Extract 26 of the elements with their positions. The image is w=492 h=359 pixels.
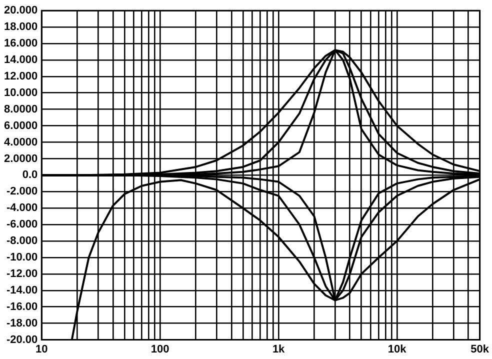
x-tick-label: 100 (150, 343, 170, 356)
y-tick-label: -6.000 (6, 218, 38, 231)
y-tick-label: -12.00 (6, 268, 38, 280)
y-tick-label: -2.000 (6, 186, 38, 198)
x-tick-label: 10k (388, 343, 408, 356)
y-tick-label: 4.0000 (4, 136, 38, 148)
y-tick-label: 2.0000 (4, 152, 38, 165)
y-tick-label: -4.000 (6, 202, 38, 214)
y-tick-label: 6.0000 (4, 120, 38, 132)
y-tick-label: -14.00 (6, 284, 38, 296)
y-tick-label: 16.000 (4, 38, 38, 50)
y-tick-label: -18.00 (6, 317, 38, 330)
y-tick-label: 12.000 (4, 70, 38, 82)
y-tick-label: 14.000 (4, 54, 38, 66)
y-tick-label: -8.000 (6, 235, 38, 248)
y-tick-label: -10.00 (6, 252, 38, 264)
y-tick-label: 18.000 (4, 21, 38, 34)
x-tick-label: 50k (470, 343, 490, 356)
y-tick-label: 0.0 (22, 169, 38, 182)
y-tick-label: 20.000 (4, 4, 38, 17)
y-tick-label: 8.0000 (4, 103, 38, 116)
y-tick-label: -16.00 (6, 300, 38, 313)
x-tick-label: 10 (36, 343, 48, 356)
y-tick-label: -20.00 (6, 334, 38, 346)
x-tick-label: 1k (272, 343, 286, 356)
y-tick-label: 10.000 (4, 86, 38, 99)
